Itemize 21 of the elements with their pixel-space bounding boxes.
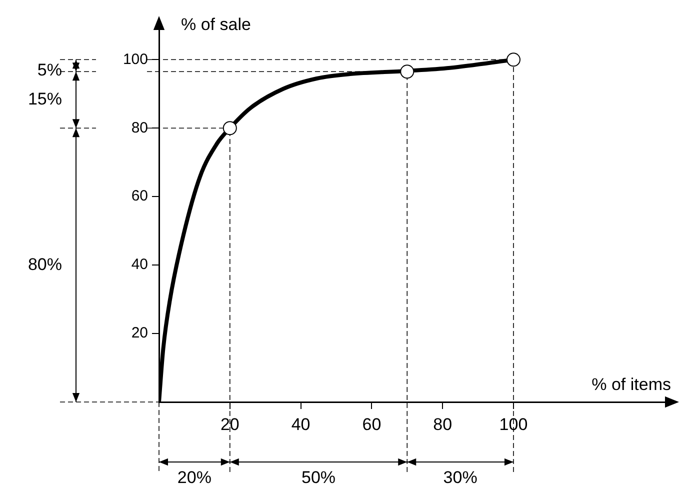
- y-axis-title: % of sale: [181, 15, 251, 34]
- text: 20%: [177, 468, 212, 488]
- x-tick-label: 20: [220, 414, 240, 434]
- x-tick-label: 80: [433, 414, 452, 434]
- x-axis-title: % of items: [592, 375, 671, 394]
- point: [506, 52, 520, 67]
- x-tick-label: 60: [362, 414, 382, 434]
- y-tick-label: 20: [131, 324, 148, 342]
- y-tick-label: 100: [122, 50, 148, 68]
- text: 50%: [302, 468, 336, 488]
- y-tick-label: 40: [131, 256, 148, 274]
- text: 5%: [37, 60, 62, 80]
- y-tick-label: 80: [131, 119, 148, 136]
- text: 15%: [28, 90, 62, 109]
- y-tick-label: 60: [131, 188, 148, 205]
- text: 80%: [28, 254, 62, 274]
- text: 30%: [443, 468, 478, 488]
- x-tick-label: 40: [291, 414, 310, 434]
- x-tick-label: 100: [499, 414, 528, 434]
- point: [222, 121, 237, 136]
- point: [400, 64, 414, 79]
